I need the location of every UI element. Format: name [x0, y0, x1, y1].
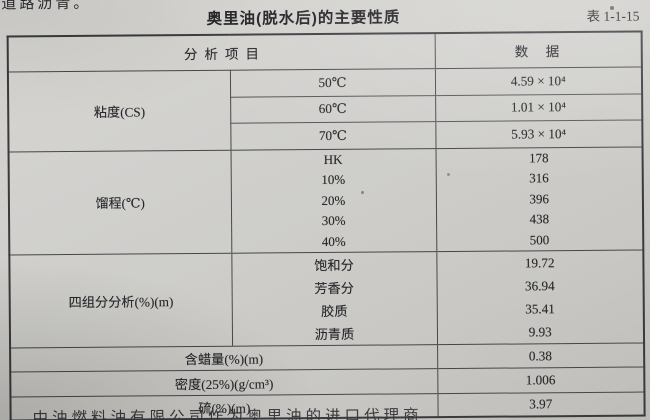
group-cell-viscosity: 粘度(CS) [7, 70, 231, 152]
header-analysis-items: 分析项目 [7, 33, 435, 72]
value-cell: 0.38 [437, 342, 645, 369]
value-cell: 1.006 [437, 366, 645, 394]
sub-item-cell: 沥青质 [231, 321, 438, 347]
sub-item-cell: 20% [230, 189, 437, 212]
sub-item-cell: 胶质 [231, 298, 437, 323]
sub-item-cell: 50℃ [229, 68, 436, 97]
value-cell: 3.97 [437, 391, 645, 418]
value-cell: 5.93 × 10⁴ [435, 120, 643, 149]
value-cell: 19.72 [436, 250, 644, 276]
sub-item-cell: HK [230, 148, 436, 171]
label-cell-density: 密度(25%)(g/cm³) [10, 368, 438, 397]
header-data: 数 据 [514, 44, 562, 60]
value-cell: 500 [529, 231, 550, 248]
table-number: 表 1-1-15 [586, 8, 640, 24]
value-cell: 396 [529, 190, 549, 207]
sub-item-cell: 60℃ [230, 95, 436, 124]
sub-item-cell: 70℃ [230, 121, 436, 150]
sub-item-cell: 30% [231, 210, 437, 233]
clipped-paragraph-bottom: 中油燃料油有限公司作为奥里油的进口代理商 [32, 407, 423, 420]
label-cell-wax-content: 含蜡量(%)(m) [10, 344, 438, 372]
value-cell: 35.41 [525, 300, 555, 316]
table-header-row: 分析项目 数 据 [7, 32, 642, 72]
sub-item-cell: 10% [230, 169, 436, 192]
value-cell: 316 [529, 170, 549, 186]
value-cell: 1.01 × 10⁴ [435, 93, 643, 122]
page-title: 奥里油(脱水后)的主要性质 [206, 9, 401, 28]
value-cell: 9.93 [528, 323, 552, 339]
properties-table: 分析项目 数 据 粘度(CS) 50℃ 4.59 × 10⁴ 60℃ 1.01 … [6, 30, 646, 420]
value-cell: 36.94 [524, 277, 555, 293]
sub-item-cell: 40% [231, 230, 437, 254]
sub-item-cell: 芳香分 [231, 275, 437, 300]
sub-item-cell: 饱和分 [231, 251, 437, 277]
group-cell-four-components: 四组分分析(%)(m) [9, 253, 233, 348]
value-cell: 4.59 × 10⁴ [434, 67, 643, 96]
value-cell: 178 [435, 146, 643, 170]
value-cell: 438 [529, 211, 550, 227]
group-cell-distillation: 馏程(℃) [8, 149, 232, 255]
